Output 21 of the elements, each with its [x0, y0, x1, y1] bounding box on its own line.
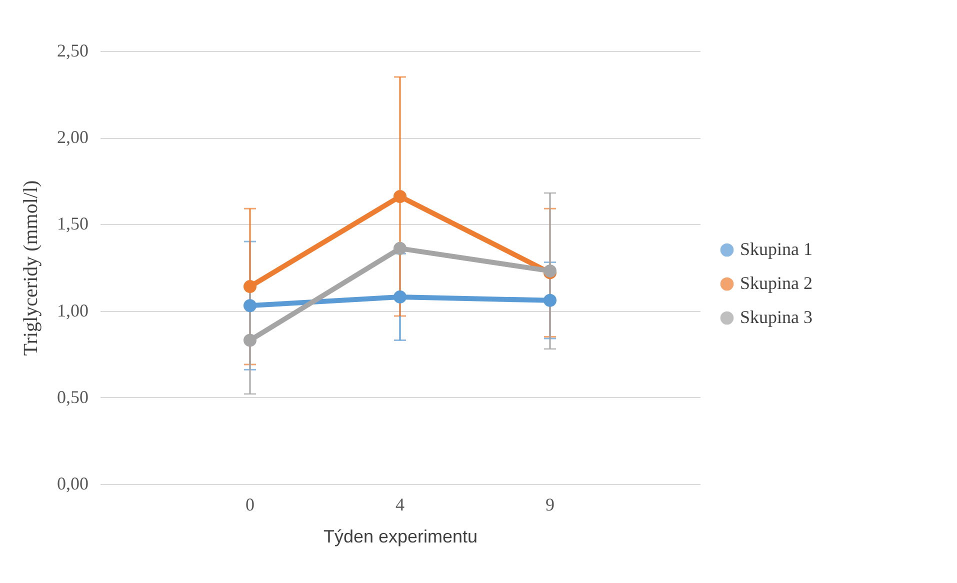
- point: [243, 299, 257, 312]
- point: [393, 290, 407, 304]
- y-tick-label: 1,50: [57, 214, 88, 234]
- y-tick-label: 1,00: [57, 300, 88, 320]
- legend-label: Skupina 2: [740, 273, 813, 293]
- point: [393, 190, 407, 203]
- y-tick-label: 2,50: [57, 40, 88, 60]
- x-axis-title: Týden experimentu: [323, 526, 478, 546]
- legend-label: Skupina 3: [740, 307, 813, 327]
- y-tick-label: 0,00: [57, 474, 88, 494]
- y-axis-title: Triglyceridy (mmol/l): [20, 180, 42, 356]
- legend-label: Skupina 1: [740, 239, 813, 259]
- x-tick-label: 9: [546, 494, 554, 514]
- x-tick-label: 4: [396, 494, 404, 514]
- point: [543, 294, 557, 307]
- y-tick-label: 0,50: [57, 386, 88, 407]
- point: [393, 242, 407, 255]
- point: [243, 280, 257, 294]
- point: [243, 334, 257, 347]
- y-tick-label: 2,00: [57, 127, 88, 148]
- x-tick-label: 0: [246, 494, 254, 514]
